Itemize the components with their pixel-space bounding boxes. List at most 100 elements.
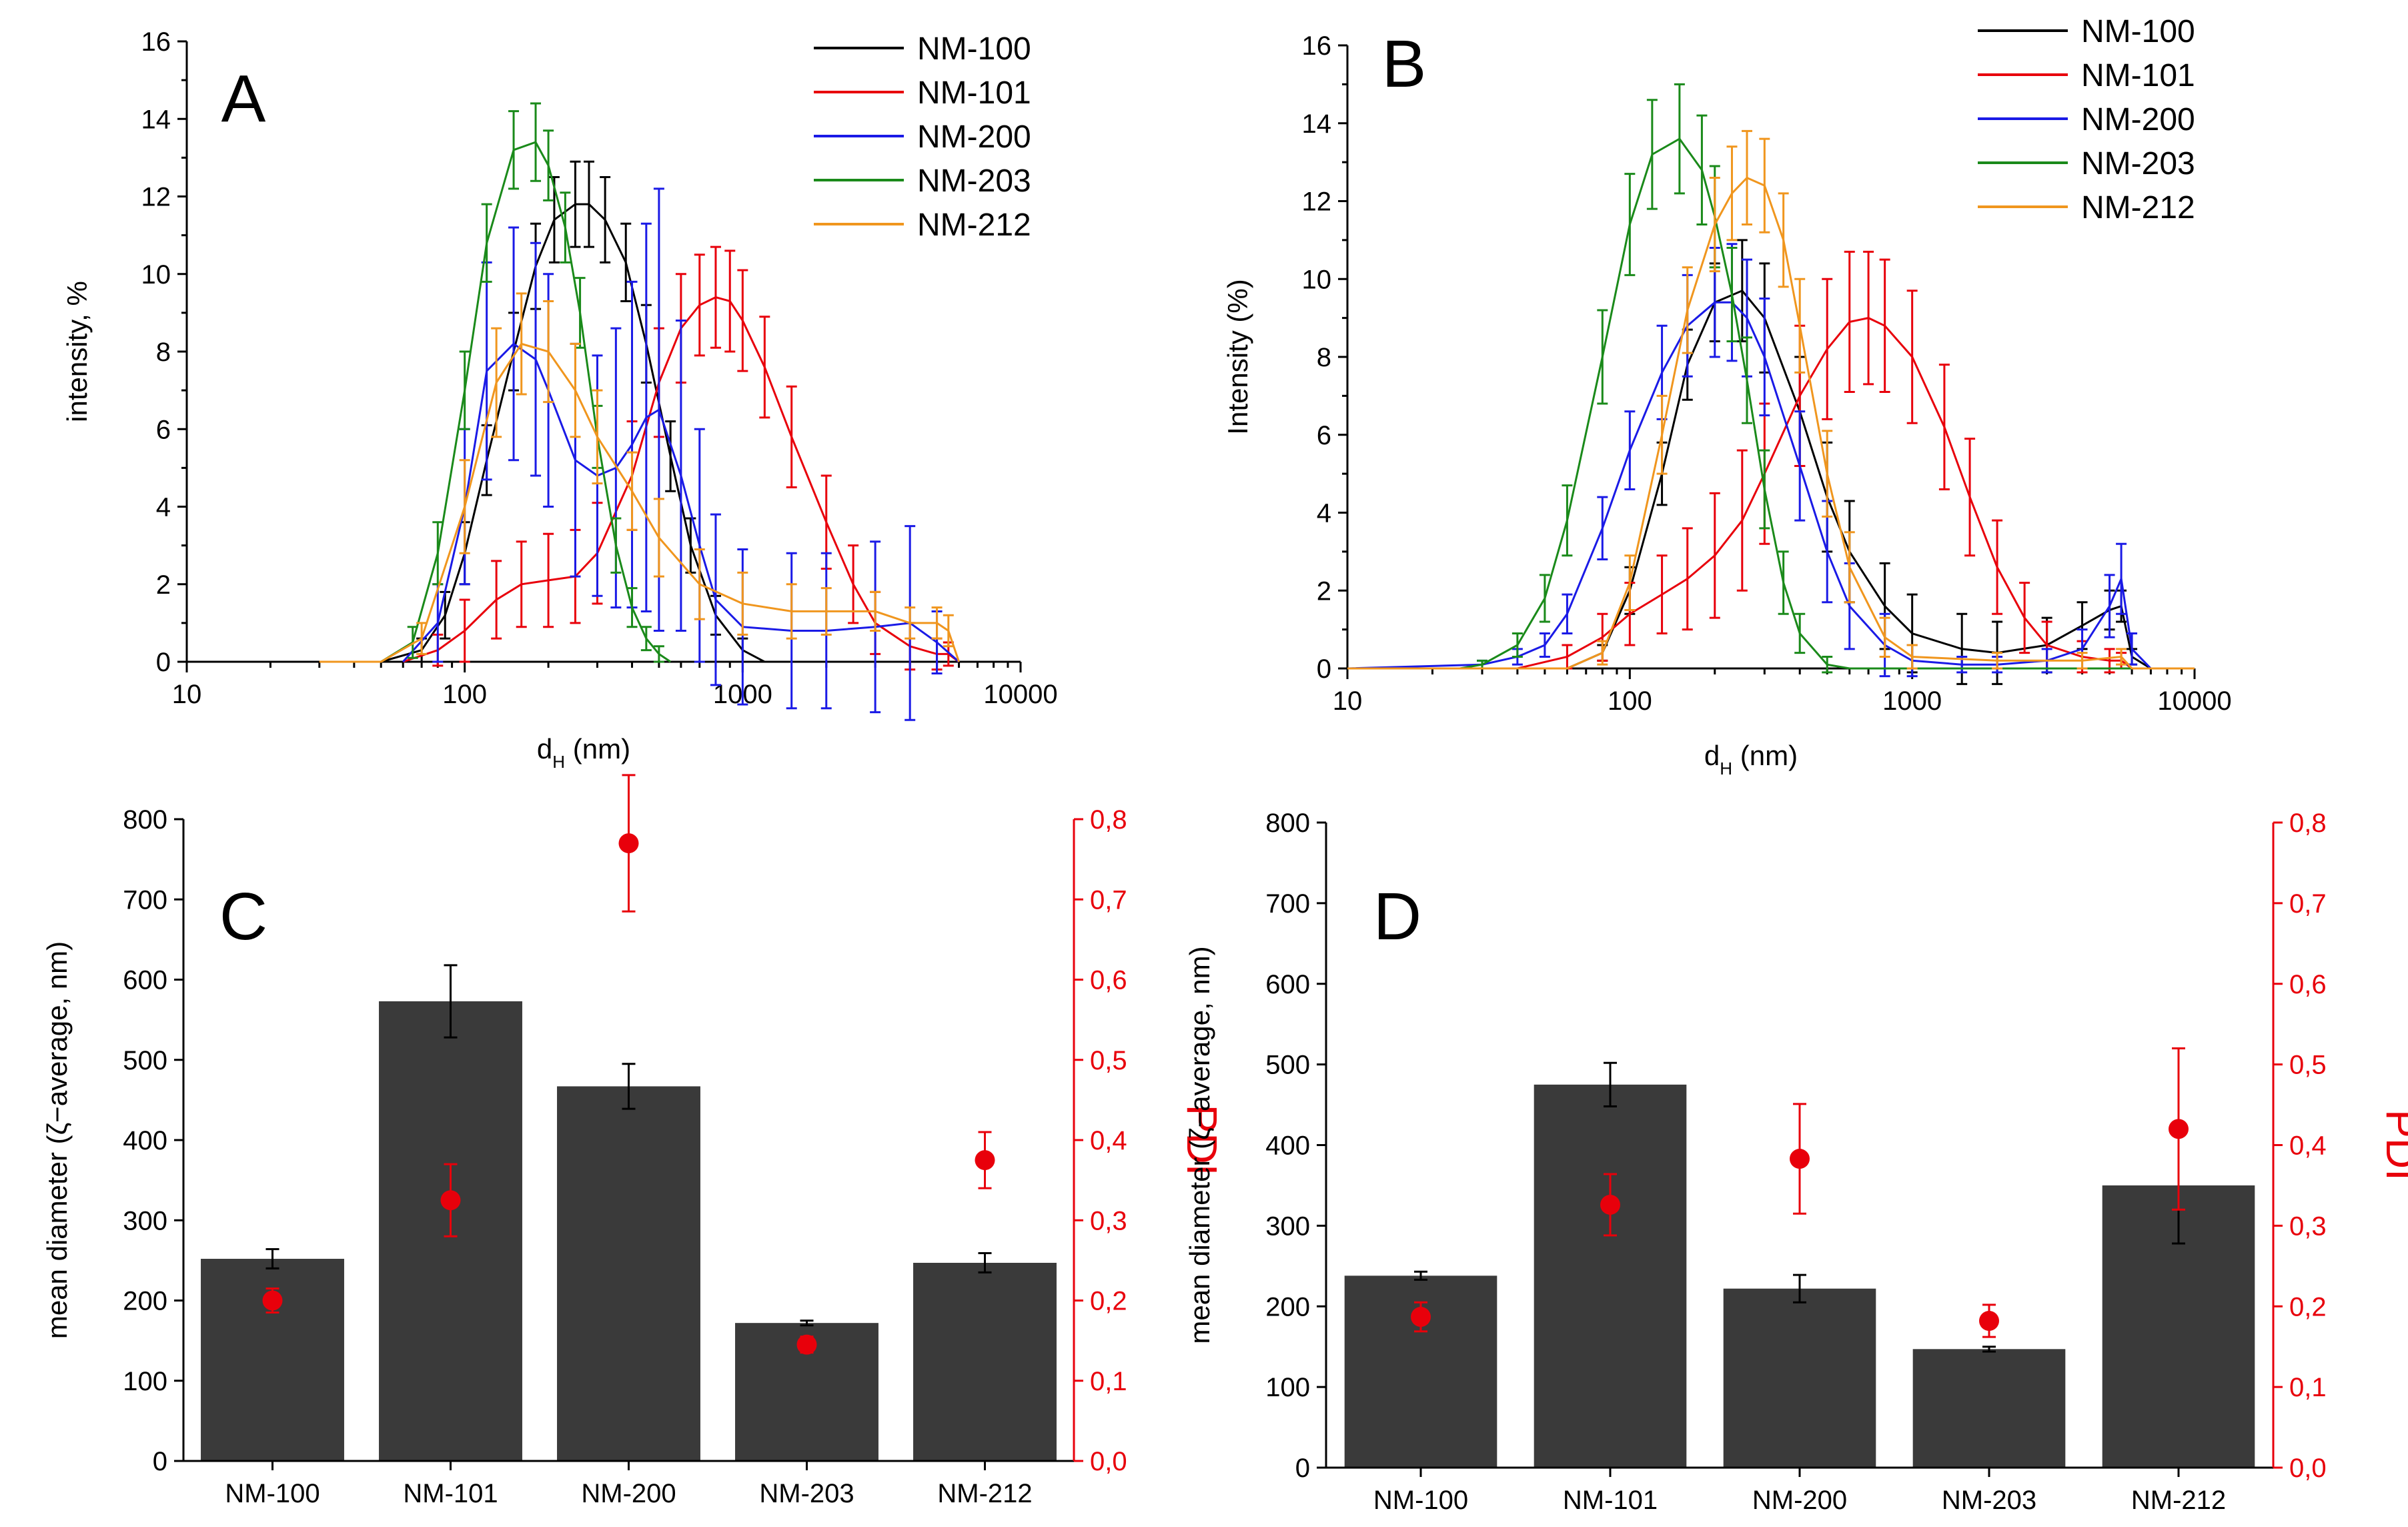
pdi-point	[975, 1150, 995, 1171]
y-tick-label: 300	[1265, 1211, 1310, 1241]
y-tick-label: 4	[1317, 499, 1331, 528]
y-tick-label: 600	[1265, 970, 1310, 999]
y2-tick-label: 0,1	[1090, 1367, 1127, 1396]
series-nm-101	[1347, 250, 2195, 674]
y-tick-label: 500	[1265, 1051, 1310, 1080]
pdi-point	[796, 1334, 817, 1355]
panel-label-b: B	[1382, 27, 1427, 101]
y-tick-label: 700	[1265, 889, 1310, 919]
y-tick-label: 12	[1302, 187, 1332, 217]
y2-tick-label: 0,0	[1090, 1447, 1127, 1476]
y-tick-label: 0	[1295, 1454, 1310, 1483]
y-axis-label: intensity, %	[61, 281, 93, 422]
pdi-point	[1411, 1306, 1431, 1327]
bar	[1912, 1349, 2066, 1468]
y-axis-label: mean diameter (ζ−average, nm)	[1184, 946, 1215, 1344]
x-tick-label: 10000	[2157, 686, 2231, 716]
x-tick-label: NM-101	[403, 1479, 498, 1508]
panel-C: NM-100 NM-101 NM-200 NM-203 NM-212 0 100 200 300…	[41, 774, 1226, 1508]
pdi-point	[618, 833, 639, 854]
legend-label: NM-101	[917, 75, 1031, 111]
legend-label: NM-100	[917, 31, 1031, 67]
y-tick-label: 2	[1317, 576, 1331, 606]
y-tick-label: 800	[1265, 809, 1310, 838]
x-axis-label-unit: (nm)	[1732, 740, 1798, 771]
legend-label: NM-100	[2081, 14, 2195, 49]
bar	[557, 1086, 700, 1461]
y2-tick-label: 0,4	[1090, 1126, 1127, 1155]
y2-tick-label: 0,2	[1090, 1287, 1127, 1316]
y-tick-label: 16	[141, 27, 171, 57]
series-line	[319, 342, 961, 663]
panel-label-a: A	[221, 61, 266, 136]
legend-label: NM-200	[2081, 102, 2195, 137]
y-tick-label: 200	[123, 1287, 167, 1316]
x-tick-label: 1000	[1882, 686, 1942, 716]
x-tick-label: 100	[442, 680, 487, 709]
x-axis-label: dH (nm)	[537, 733, 630, 772]
x-axis-label-unit: (nm)	[565, 733, 630, 765]
x-tick-label: NM-212	[937, 1479, 1032, 1508]
y2-tick-label: 0,4	[2289, 1131, 2327, 1161]
x-tick-label: NM-203	[759, 1479, 854, 1508]
y2-tick-label: 0,7	[1090, 885, 1127, 915]
x-tick-label: NM-203	[1942, 1486, 2036, 1515]
bar	[1534, 1084, 1687, 1468]
y-tick-label: 14	[141, 105, 171, 134]
x-tick-label: NM-200	[581, 1479, 676, 1508]
y2-axis-label: PDI	[2377, 1109, 2408, 1181]
y2-axis-label: PDI	[1178, 1105, 1226, 1176]
y2-tick-label: 0,2	[2289, 1292, 2327, 1322]
series-line	[1347, 317, 2195, 670]
y-tick-label: 400	[1265, 1131, 1310, 1161]
series-line	[380, 141, 672, 663]
y2-tick-label: 0,6	[2289, 970, 2327, 999]
legend-label: NM-101	[2081, 58, 2195, 93]
y-tick-label: 14	[1302, 109, 1332, 139]
y2-tick-label: 0,1	[2289, 1373, 2327, 1402]
y2-tick-label: 0,8	[2289, 809, 2327, 838]
x-tick-label: 10	[172, 680, 202, 709]
y-tick-label: 800	[123, 805, 167, 835]
y2-tick-label: 0,8	[1090, 805, 1127, 835]
y-tick-label: 0	[153, 1447, 167, 1476]
series-line	[1347, 301, 2195, 670]
x-axis-label-subscript: H	[552, 752, 565, 772]
pdi-point	[2169, 1119, 2189, 1139]
y-tick-label: 12	[141, 183, 171, 212]
y-tick-label: 6	[1317, 421, 1331, 450]
y-tick-label: 16	[1302, 31, 1332, 61]
y2-tick-label: 0,3	[2289, 1211, 2327, 1241]
y2-tick-label: 0,0	[2289, 1454, 2327, 1483]
y-axis-label: mean diameter (ζ−average, nm)	[41, 941, 73, 1339]
y-tick-label: 200	[1265, 1292, 1310, 1322]
x-axis-label-main: d	[1704, 740, 1720, 771]
y-tick-label: 300	[123, 1206, 167, 1235]
legend-label: NM-200	[917, 119, 1031, 155]
y-tick-label: 2	[156, 570, 171, 600]
x-tick-label: NM-100	[225, 1479, 320, 1508]
bar	[913, 1262, 1057, 1461]
legend: NM-100 NM-101 NM-200 NM-203 NM-212	[1978, 14, 2195, 225]
y-tick-label: 700	[123, 885, 167, 915]
y2-tick-label: 0,5	[1090, 1046, 1127, 1075]
y2-tick-label: 0,6	[1090, 966, 1127, 995]
y-tick-label: 100	[1265, 1373, 1310, 1402]
y-tick-label: 6	[156, 415, 171, 444]
y2-tick-label: 0,5	[2289, 1051, 2327, 1080]
panel-B: 0 2 4 6 8 10 12 14 16 10 100 1000 10000 dH (nm) Intens…	[1222, 14, 2232, 779]
panel-label-c: C	[219, 879, 267, 954]
y-tick-label: 0	[1317, 654, 1331, 684]
pdi-point	[1600, 1194, 1620, 1215]
y-tick-label: 8	[1317, 343, 1331, 372]
bar	[1723, 1288, 1876, 1468]
pdi-point	[1790, 1149, 1810, 1169]
series-line	[380, 203, 765, 663]
y2-tick-label: 0,7	[2289, 889, 2327, 919]
x-tick-label: 100	[1608, 686, 1652, 716]
series-line	[1347, 289, 2195, 670]
y-tick-label: 400	[123, 1126, 167, 1155]
legend-label: NM-212	[2081, 190, 2195, 225]
